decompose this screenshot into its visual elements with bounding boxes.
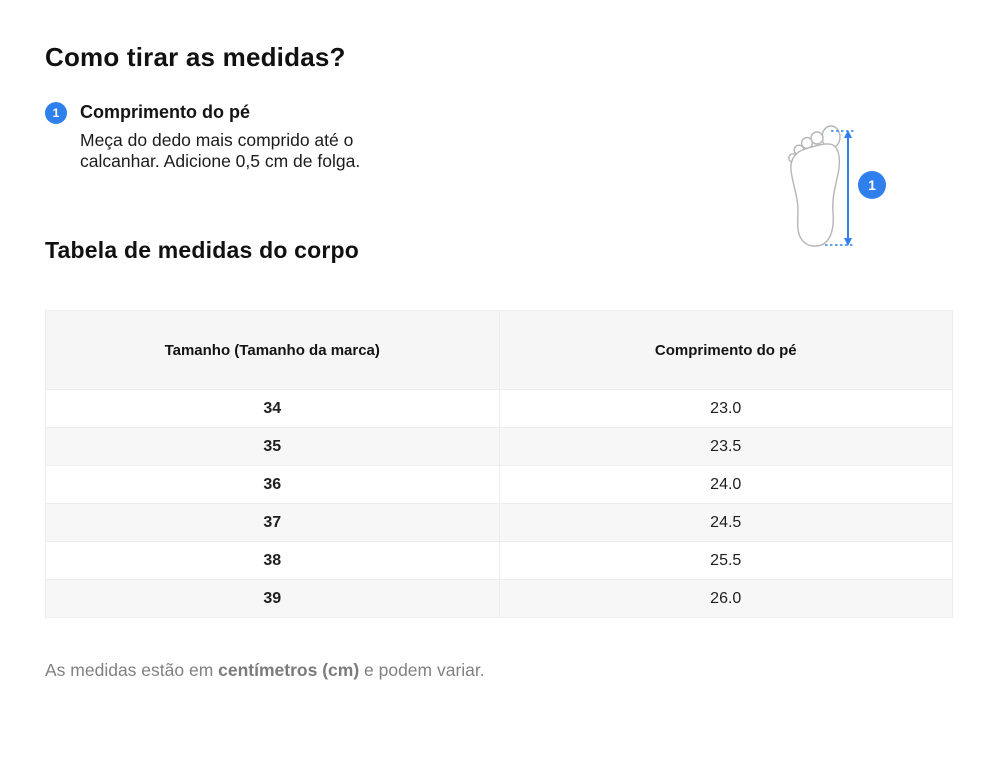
size-value: 36 xyxy=(45,465,500,504)
size-value: 38 xyxy=(45,541,500,580)
length-value: 23.0 xyxy=(498,389,953,428)
length-value: 23.5 xyxy=(498,427,953,466)
column-header-size: Tamanho (Tamanho da marca) xyxy=(45,310,500,390)
table-row: 34 23.0 xyxy=(45,389,953,428)
length-value: 26.0 xyxy=(498,579,953,618)
measurements-footnote: As medidas estão em centímetros (cm) e p… xyxy=(45,660,955,681)
table-row: 37 24.5 xyxy=(45,503,953,542)
footnote-unit: centímetros (cm) xyxy=(218,660,360,680)
foot-outline-icon xyxy=(788,125,854,247)
footnote-suffix: e podem variar. xyxy=(359,660,485,680)
instruction-label: Comprimento do pé xyxy=(80,102,250,122)
table-row: 35 23.5 xyxy=(45,427,953,466)
length-value: 24.5 xyxy=(498,503,953,542)
table-row: 38 25.5 xyxy=(45,541,953,580)
table-row: 36 24.0 xyxy=(45,465,953,504)
length-value: 25.5 xyxy=(498,541,953,580)
measurement-instruction: 1 Comprimento do pé Meça do dedo mais co… xyxy=(45,101,955,172)
table-header-row: Tamanho (Tamanho da marca) Comprimento d… xyxy=(45,310,953,390)
measurement-arrow-icon xyxy=(844,130,852,246)
length-value: 24.0 xyxy=(498,465,953,504)
section-title: Tabela de medidas do corpo xyxy=(45,237,360,263)
size-value: 34 xyxy=(45,389,500,428)
dashed-reference-lines xyxy=(825,130,854,246)
instruction-text: Comprimento do pé Meça do dedo mais comp… xyxy=(80,101,425,172)
size-value: 39 xyxy=(45,579,500,618)
foot-measurement-diagram: 1 xyxy=(783,124,903,259)
size-value: 37 xyxy=(45,503,500,542)
instruction-description: Meça do dedo mais comprido até o calcanh… xyxy=(80,130,361,171)
size-guide-page: Como tirar as medidas? 1 Comprimento do … xyxy=(0,42,1000,681)
page-title: Como tirar as medidas? xyxy=(45,42,346,72)
column-header-foot-length: Comprimento do pé xyxy=(498,310,953,390)
size-value: 35 xyxy=(45,427,500,466)
footnote-prefix: As medidas estão em xyxy=(45,660,219,680)
table-row: 39 26.0 xyxy=(45,579,953,618)
size-table: Tamanho (Tamanho da marca) Comprimento d… xyxy=(45,310,953,618)
step-number-badge: 1 xyxy=(45,102,67,124)
diagram-marker-badge: 1 xyxy=(858,171,886,199)
